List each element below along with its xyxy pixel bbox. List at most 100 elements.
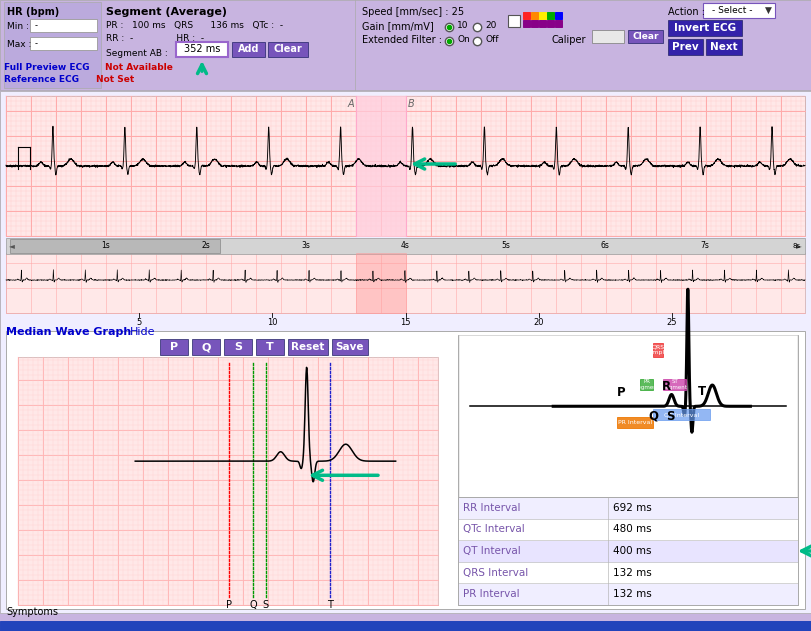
Text: Segment AB :: Segment AB : bbox=[106, 49, 168, 58]
Text: 7s: 7s bbox=[701, 242, 710, 251]
Bar bbox=[617, 417, 653, 428]
Text: ►: ► bbox=[796, 242, 802, 251]
Text: 10: 10 bbox=[267, 318, 277, 327]
Text: QRS
Complex: QRS Complex bbox=[644, 345, 672, 355]
Text: Save: Save bbox=[336, 342, 364, 352]
Bar bbox=[458, 497, 798, 519]
Text: QT Interval: QT Interval bbox=[664, 412, 699, 417]
Text: Off: Off bbox=[485, 35, 499, 44]
Text: Prev: Prev bbox=[672, 42, 699, 52]
Text: PR
Segment: PR Segment bbox=[634, 379, 659, 390]
Bar bbox=[268, 42, 308, 57]
Text: RR :  -               HR :  -: RR : - HR : - bbox=[106, 34, 204, 43]
Text: 1s: 1s bbox=[101, 242, 110, 251]
Text: Median Wave Graph: Median Wave Graph bbox=[6, 327, 135, 337]
Text: 3s: 3s bbox=[301, 242, 310, 251]
Bar bbox=[531, 20, 538, 27]
Text: 8s: 8s bbox=[793, 243, 801, 249]
Bar bbox=[641, 379, 653, 391]
Bar bbox=[703, 3, 775, 18]
Text: 6s: 6s bbox=[601, 242, 610, 251]
Text: RR Interval: RR Interval bbox=[463, 503, 521, 513]
Text: Gain [mm/mV]: Gain [mm/mV] bbox=[362, 21, 434, 31]
Bar bbox=[4, 2, 101, 88]
Bar bbox=[332, 339, 368, 355]
Text: Symptoms: Symptoms bbox=[6, 607, 58, 617]
Bar bbox=[539, 12, 546, 19]
Text: 692 ms: 692 ms bbox=[612, 503, 651, 513]
Text: Segment (Average): Segment (Average) bbox=[106, 7, 227, 17]
Text: ▼: ▼ bbox=[765, 6, 772, 15]
Text: Min :: Min : bbox=[7, 22, 29, 31]
Text: - Select -: - Select - bbox=[712, 6, 753, 15]
Bar bbox=[668, 39, 703, 55]
Text: T: T bbox=[266, 342, 274, 352]
Bar bbox=[0, 0, 811, 90]
Text: 25: 25 bbox=[667, 318, 677, 327]
Bar bbox=[288, 339, 328, 355]
Bar bbox=[6, 96, 805, 236]
Text: T: T bbox=[328, 600, 333, 610]
Bar bbox=[539, 20, 546, 27]
Bar bbox=[356, 253, 406, 313]
Text: Full Preview ECG: Full Preview ECG bbox=[4, 63, 92, 72]
Bar bbox=[6, 331, 805, 609]
Text: 5: 5 bbox=[136, 318, 142, 327]
Text: QT Interval: QT Interval bbox=[463, 546, 521, 556]
Bar bbox=[18, 357, 438, 605]
Bar bbox=[547, 20, 554, 27]
Bar bbox=[458, 335, 798, 605]
Text: PR :   100 ms   QRS      136 ms   QTc :  -: PR : 100 ms QRS 136 ms QTc : - bbox=[106, 21, 283, 30]
Text: Q: Q bbox=[649, 410, 659, 422]
Text: Next: Next bbox=[710, 42, 738, 52]
Text: Q: Q bbox=[201, 342, 211, 352]
Text: R: R bbox=[662, 380, 671, 393]
Text: 20: 20 bbox=[485, 21, 496, 30]
Bar bbox=[232, 42, 265, 57]
Text: 352 ms: 352 ms bbox=[184, 45, 221, 54]
Bar bbox=[256, 339, 284, 355]
Text: 5s: 5s bbox=[501, 242, 510, 251]
Bar bbox=[628, 30, 663, 43]
Bar bbox=[0, 621, 811, 631]
Text: Hide: Hide bbox=[130, 327, 156, 337]
Bar bbox=[458, 519, 798, 540]
Text: P: P bbox=[225, 600, 232, 610]
Text: S: S bbox=[234, 342, 242, 352]
Bar bbox=[6, 253, 805, 313]
Text: 132 ms: 132 ms bbox=[612, 589, 651, 599]
Text: Invert ECG: Invert ECG bbox=[674, 23, 736, 33]
Text: Extended Filter :: Extended Filter : bbox=[362, 35, 442, 45]
Text: ST
Segment: ST Segment bbox=[663, 379, 687, 390]
Bar bbox=[523, 20, 530, 27]
Text: S: S bbox=[263, 600, 268, 610]
Text: ◄: ◄ bbox=[9, 242, 15, 251]
Bar bbox=[653, 343, 663, 357]
Text: -: - bbox=[35, 21, 38, 30]
Text: 10: 10 bbox=[457, 21, 469, 30]
Text: P: P bbox=[170, 342, 178, 352]
Text: On: On bbox=[457, 35, 470, 44]
Bar bbox=[458, 584, 798, 605]
Text: PR Interval: PR Interval bbox=[618, 420, 652, 425]
Bar bbox=[458, 540, 798, 562]
Bar bbox=[592, 30, 624, 43]
Text: 132 ms: 132 ms bbox=[612, 568, 651, 577]
Bar bbox=[663, 379, 686, 391]
Text: 2s: 2s bbox=[201, 242, 210, 251]
Text: 20: 20 bbox=[534, 318, 544, 327]
Text: B: B bbox=[408, 99, 414, 109]
Text: QTc Interval: QTc Interval bbox=[463, 524, 525, 534]
Text: Add: Add bbox=[238, 45, 260, 54]
Bar bbox=[458, 562, 798, 584]
Bar bbox=[30, 19, 97, 32]
Text: 4s: 4s bbox=[401, 242, 410, 251]
Text: S: S bbox=[667, 410, 675, 423]
Text: HR (bpm): HR (bpm) bbox=[7, 7, 59, 17]
Bar bbox=[224, 339, 252, 355]
Bar bbox=[523, 12, 530, 19]
Text: 480 ms: 480 ms bbox=[612, 524, 651, 534]
Bar bbox=[555, 20, 562, 27]
Text: Clear: Clear bbox=[273, 45, 303, 54]
Text: PR Interval: PR Interval bbox=[463, 589, 520, 599]
